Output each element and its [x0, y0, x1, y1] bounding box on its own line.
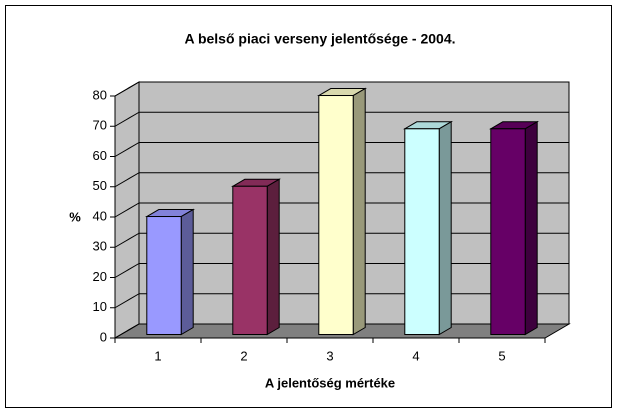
y-tick-label: 10: [93, 299, 107, 314]
grid-line: [114, 142, 140, 157]
y-tick-label: 30: [93, 239, 107, 254]
y-tick-label: 70: [93, 118, 107, 133]
y-tick-label: 40: [93, 208, 107, 223]
bar-side: [438, 120, 452, 336]
grid-line: [114, 323, 140, 339]
y-tick-label: 80: [93, 87, 107, 102]
bar-side: [266, 178, 280, 336]
x-tick-label: 2: [240, 348, 247, 363]
x-tick-label: 5: [498, 348, 505, 363]
grid-line: [114, 263, 140, 278]
x-tick-label: 3: [326, 348, 333, 363]
bar-side: [524, 120, 538, 336]
x-axis-label: A jelentőség mértéke: [265, 375, 395, 390]
x-tick-label: 1: [154, 348, 161, 363]
bar: [318, 95, 354, 336]
bar-side: [180, 208, 194, 336]
x-tick-label: 4: [412, 348, 419, 363]
y-tick-label: 60: [93, 148, 107, 163]
grid-line: [114, 202, 140, 218]
y-tick-label: 20: [93, 269, 107, 284]
bar-side: [352, 87, 366, 336]
bar: [146, 216, 182, 335]
grid-line: [114, 81, 140, 97]
bar: [490, 128, 526, 335]
chart-title: A belső piaci verseny jelentősége - 2004…: [184, 31, 455, 47]
grid-line: [114, 232, 140, 248]
grid-line: [114, 293, 140, 309]
grid-line: [114, 111, 140, 127]
bar: [404, 128, 440, 335]
grid-line: [114, 172, 140, 188]
bar: [232, 185, 268, 335]
y-tick-label: 0: [100, 329, 107, 344]
y-tick-label: 50: [93, 178, 107, 193]
y-axis-label: %: [69, 209, 81, 224]
